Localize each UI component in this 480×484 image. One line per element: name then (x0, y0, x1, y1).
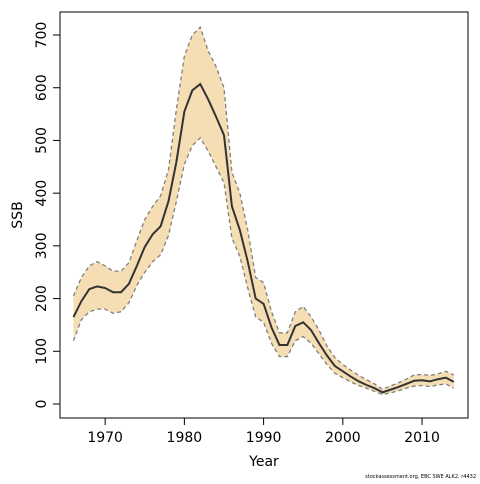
footnote: stockassessment.org, EBC SWE ALK2, r4432 (365, 474, 476, 480)
lower-bound (72, 136, 455, 396)
x-tick-label: 2010 (404, 430, 440, 446)
x-tick-label: 1990 (246, 430, 282, 446)
ssb-line (72, 82, 455, 394)
upper-bound (72, 25, 455, 390)
x-axis-label: Year (248, 454, 279, 470)
y-tick-label: 600 (34, 74, 50, 101)
confidence-band (73, 27, 454, 395)
x-tick-label: 1970 (87, 430, 123, 446)
y-tick-label: 500 (34, 127, 50, 154)
y-tick-label: 300 (34, 232, 50, 259)
x-tick-label: 2000 (325, 430, 361, 446)
y-tick-label: 100 (34, 338, 50, 365)
y-tick-label: 400 (34, 180, 50, 207)
y-tick-label: 200 (34, 285, 50, 312)
y-axis-label: SSB (10, 201, 26, 228)
y-tick-label: 0 (34, 400, 50, 409)
x-tick-label: 1980 (167, 430, 203, 446)
y-tick-label: 700 (34, 22, 50, 49)
plot-frame (59, 11, 469, 419)
